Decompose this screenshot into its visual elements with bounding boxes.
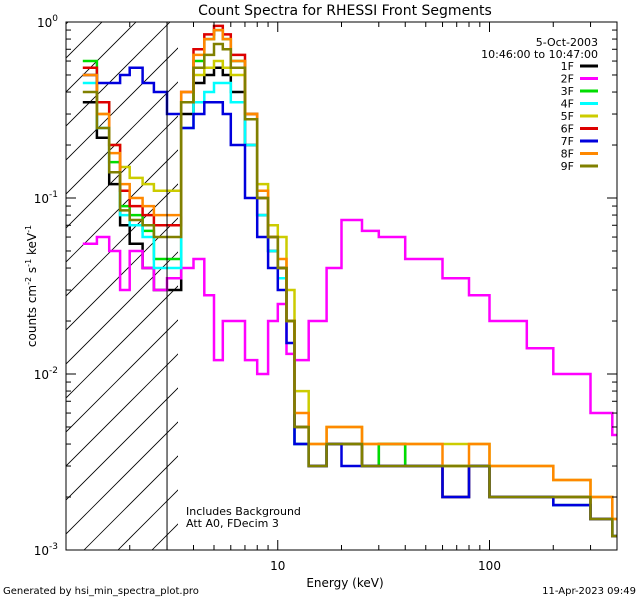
hatch-line-11 bbox=[66, 251, 178, 365]
annotation-background: Includes Background bbox=[186, 505, 301, 518]
y-tick-label--2: 10-2 bbox=[34, 366, 58, 382]
legend-label-4F: 4F bbox=[561, 98, 574, 111]
legend-date: 5-Oct-2003 bbox=[536, 36, 598, 49]
x-tick-label-10: 10 bbox=[270, 559, 285, 573]
hatch-line-15 bbox=[66, 387, 178, 501]
hatch-line-16 bbox=[66, 421, 178, 535]
hatch-line-9 bbox=[66, 183, 178, 297]
x-axis-label: Energy (keV) bbox=[306, 576, 383, 590]
series-line-2F bbox=[82, 218, 617, 437]
series-line-9F bbox=[82, 42, 617, 538]
hatch-line-14 bbox=[66, 353, 178, 467]
legend-time-range: 10:46:00 to 10:47:00 bbox=[481, 48, 598, 61]
legend-label-3F: 3F bbox=[561, 85, 574, 98]
legend-label-6F: 6F bbox=[561, 123, 574, 136]
y-tick-label--1: 10-1 bbox=[34, 190, 58, 206]
series-lines bbox=[82, 24, 617, 538]
legend-label-1F: 1F bbox=[561, 60, 574, 73]
legend-label-7F: 7F bbox=[561, 135, 574, 148]
legend-label-5F: 5F bbox=[561, 110, 574, 123]
y-axis-label: counts cm-2 s-1 keV-1 bbox=[24, 225, 39, 347]
x-axis-ticks: 10 100 bbox=[65, 22, 618, 573]
y-label-part-6: -1 bbox=[24, 225, 33, 233]
x-tick-label-100: 100 bbox=[478, 559, 501, 573]
y-label-part-1: counts cm bbox=[25, 285, 39, 347]
y-axis-ticks: 100 10-1 10-2 10-3 bbox=[34, 14, 617, 558]
legend-label-2F: 2F bbox=[561, 73, 574, 86]
annotation-attenuator: Att A0, FDecim 3 bbox=[186, 517, 279, 530]
footer-timestamp: 11-Apr-2023 09:49 bbox=[542, 586, 636, 597]
y-tick-label--3: 10-3 bbox=[34, 542, 58, 558]
hatch-line-17 bbox=[83, 455, 178, 550]
footer-generated-by: Generated by hsi_min_spectra_plot.pro bbox=[3, 586, 199, 597]
legend-label-9F: 9F bbox=[561, 160, 574, 173]
hatch-line-3 bbox=[66, 22, 137, 93]
y-label-part-3: s bbox=[25, 267, 39, 277]
hatch-line-6 bbox=[66, 81, 178, 195]
hatch-line-10 bbox=[66, 217, 178, 331]
chart-title: Count Spectra for RHESSI Front Segments bbox=[198, 3, 492, 19]
y-label-part-5: keV bbox=[25, 232, 39, 259]
legend-label-8F: 8F bbox=[561, 148, 574, 161]
y-tick-label-0: 100 bbox=[37, 14, 58, 30]
y-label-part-4: -1 bbox=[24, 259, 33, 267]
y-label-part-2: -2 bbox=[24, 277, 33, 285]
